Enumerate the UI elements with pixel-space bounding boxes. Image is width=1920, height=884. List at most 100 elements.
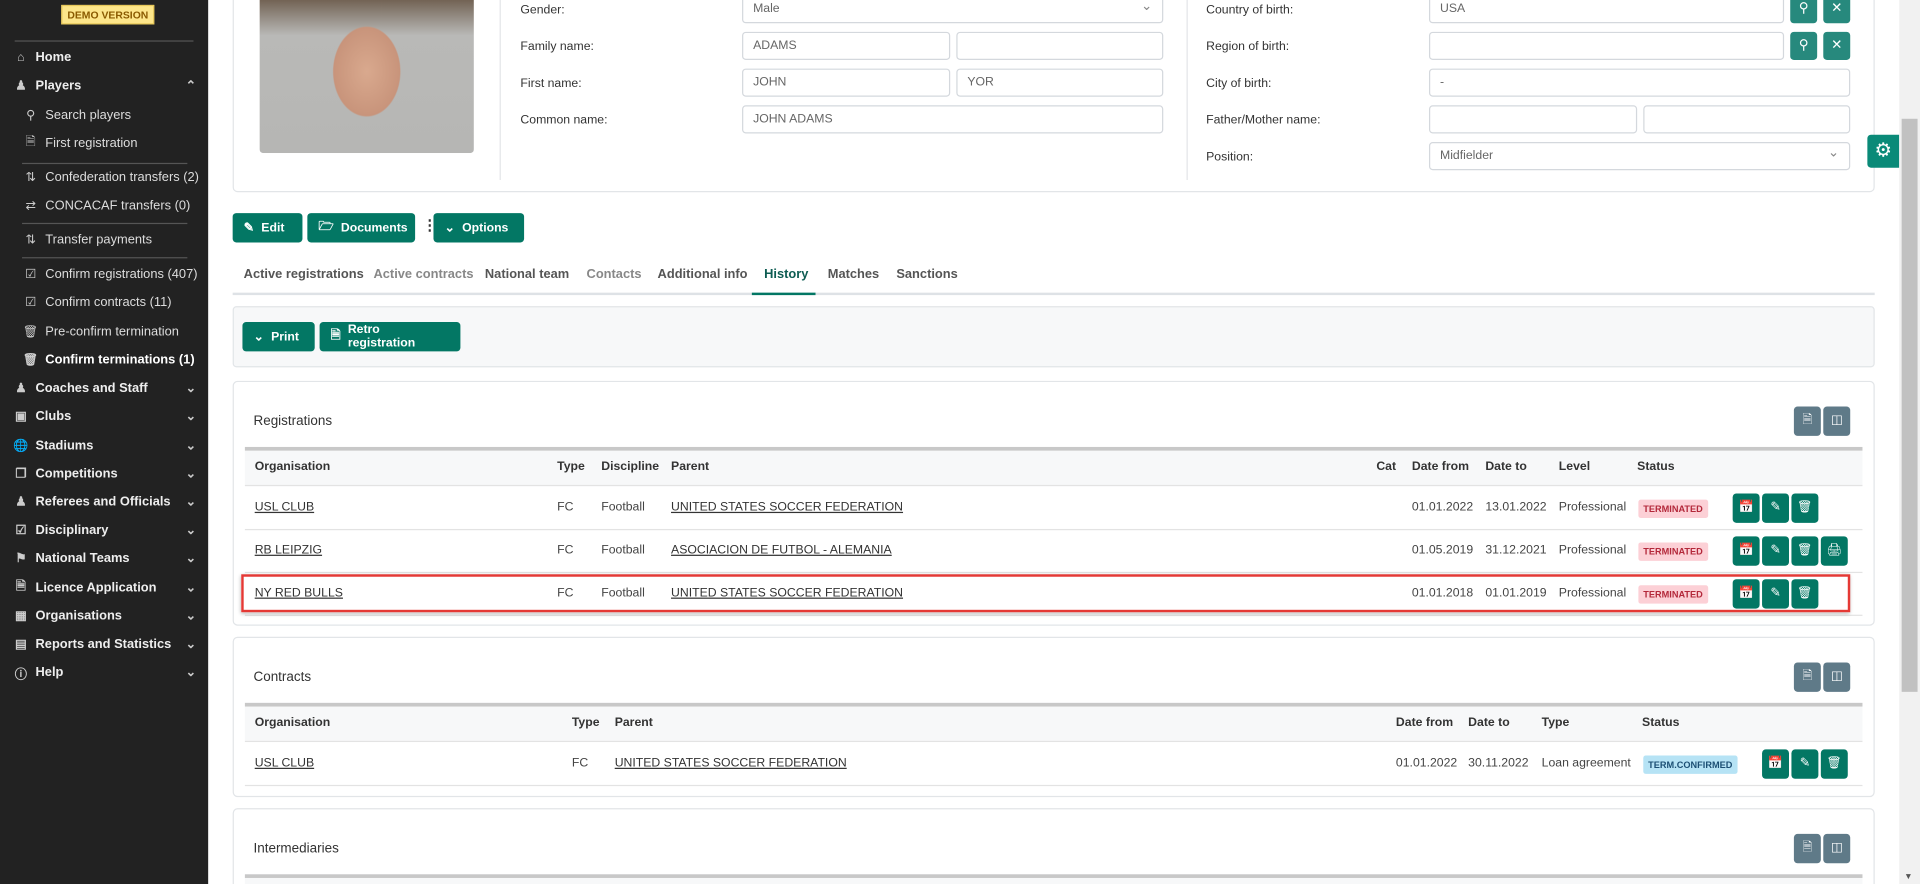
first-name-input[interactable]: JOHN [742,68,951,97]
sidebar-item-disciplinary[interactable]: ☑ Disciplinary ⌄ [0,518,208,542]
divider [22,222,188,225]
documents-button[interactable]: 🗁 Documents [307,213,416,243]
gender-label: Gender: [520,3,565,18]
divider [22,257,188,259]
org-link[interactable]: RB LEIPZIG [254,543,323,558]
delete-button[interactable]: 🗑 [1791,493,1819,523]
more-vertical-icon[interactable]: ⋮ [422,216,438,234]
parent-link[interactable]: UNITED STATES SOCCER FEDERATION [671,586,904,601]
checkbox-icon: ☑ [15,523,27,537]
edit-button[interactable]: ✎ [1762,536,1789,566]
sidebar-item-competitions[interactable]: ❐ Competitions ⌄ [0,462,208,486]
country-input[interactable]: USA [1428,0,1785,24]
cell-to: 01.01.2019 [1485,586,1547,601]
tab-additional-info[interactable]: Additional info [657,266,748,282]
sidebar-item-label: Pre-confirm termination [45,324,179,340]
sidebar-item-first-registration[interactable]: 🗎 First registration [0,131,208,155]
sidebar-item-concacaf-transfers-0[interactable]: ⇄ CONCACAF transfers (0) [0,193,208,217]
region-input[interactable] [1428,31,1785,61]
chart-icon: ▤ [15,637,27,651]
sidebar-item-licence-application[interactable]: 🗎 Licence Application ⌄ [0,576,208,600]
checkbox-icon: ☑ [25,295,37,310]
sidebar-item-clubs[interactable]: ▣ Clubs ⌄ [0,404,208,428]
org-link[interactable]: NY RED BULLS [254,586,343,601]
delete-button[interactable]: 🗑 [1820,749,1848,779]
tab-active-registrations[interactable]: Active registrations [243,266,364,282]
search-region-button[interactable]: ⚲ [1790,31,1818,61]
tab-sanctions[interactable]: Sanctions [896,266,958,282]
tab-national-team[interactable]: National team [484,266,570,282]
clear-region-button[interactable]: ✕ [1823,31,1851,61]
org-link[interactable]: USL CLUB [254,756,315,771]
clear-country-button[interactable]: ✕ [1823,0,1851,24]
parent-link[interactable]: UNITED STATES SOCCER FEDERATION [671,500,904,515]
sidebar-item-confirm-registrations-407[interactable]: ☑ Confirm registrations (407) [0,262,208,286]
columns-button[interactable]: ◫ [1823,662,1851,692]
calendar-button[interactable]: 📅 [1732,579,1760,609]
export-excel-button[interactable]: 🗎 [1793,833,1821,864]
sidebar-item-organisations[interactable]: ▦ Organisations ⌄ [0,604,208,628]
print-button[interactable]: 🖨 [1820,536,1848,566]
export-excel-button[interactable]: 🗎 [1793,662,1821,692]
edit-button[interactable]: ✎ Edit [232,213,303,243]
city-label: City of birth: [1206,77,1272,91]
family-name-input[interactable]: ADAMS [742,31,951,61]
calendar-button[interactable]: 📅 [1732,536,1760,566]
city-input[interactable]: - [1428,68,1851,97]
row-divider [244,784,1863,787]
row-divider [244,528,1863,531]
common-name-input[interactable]: JOHN ADAMS [742,105,1164,134]
tab-contacts[interactable]: Contacts [586,266,642,282]
family-name-2-input[interactable] [956,31,1164,61]
delete-button[interactable]: 🗑 [1791,579,1819,609]
sidebar-item-stadiums[interactable]: 🌐 Stadiums ⌄ [0,433,208,457]
sidebar-item-players[interactable]: ♟ Players ⌃ [0,73,208,97]
sidebar-item-confederation-transfers-2[interactable]: ⇅ Confederation transfers (2) [0,165,208,189]
column-header-discipline: Discipline [601,460,660,474]
sidebar-item-confirm-contracts-11[interactable]: ☑ Confirm contracts (11) [0,290,208,314]
sidebar-item-label: Stadiums [35,438,94,454]
calendar-button[interactable]: 📅 [1762,749,1789,779]
scrollbar[interactable]: ▼ [1899,0,1920,884]
calendar-button[interactable]: 📅 [1732,493,1760,523]
history-toolbar [232,306,1875,368]
sidebar-item-referees-and-officials[interactable]: ♟ Referees and Officials ⌄ [0,490,208,514]
org-link[interactable]: USL CLUB [254,500,315,515]
position-select[interactable]: Midfielder [1428,142,1851,171]
columns-button[interactable]: ◫ [1823,406,1851,436]
scrollbar-thumb[interactable] [1901,118,1918,692]
retro-registration-button[interactable]: 🗎 Retro registration [319,322,461,352]
edit-button[interactable]: ✎ [1791,749,1819,779]
print-button[interactable]: ⌄ Print [242,322,315,352]
edit-button[interactable]: ✎ [1762,579,1789,609]
sidebar-item-help[interactable]: ⓘ Help ⌄ [0,660,208,684]
tab-matches[interactable]: Matches [827,266,880,282]
first-name-2-input[interactable]: YOR [956,68,1164,97]
parent-link[interactable]: UNITED STATES SOCCER FEDERATION [614,756,847,771]
delete-button[interactable]: 🗑 [1791,536,1819,566]
sidebar-item-national-teams[interactable]: ⚑ National Teams ⌄ [0,546,208,570]
sidebar-item-transfer-payments[interactable]: ⇅ Transfer payments [0,228,208,252]
father-name-input[interactable] [1428,105,1638,134]
scroll-down-arrow-icon[interactable]: ▼ [1904,873,1913,882]
tab-active-contracts[interactable]: Active contracts [373,266,474,282]
sidebar-item-pre-confirm-termination[interactable]: 🗑 Pre-confirm termination [0,320,208,344]
sidebar-item-coaches-and-staff[interactable]: ♟ Coaches and Staff ⌄ [0,376,208,400]
sidebar-item-reports-and-statistics[interactable]: ▤ Reports and Statistics ⌄ [0,632,208,656]
sidebar-item-confirm-terminations-1[interactable]: 🗑 Confirm terminations (1) [0,348,208,372]
parent-link[interactable]: ASOCIACION DE FUTBOL - ALEMANIA [671,543,892,558]
sidebar-item-search-players[interactable]: ⚲ Search players [0,103,208,127]
columns-button[interactable]: ◫ [1823,833,1851,864]
search-country-button[interactable]: ⚲ [1790,0,1818,24]
sidebar-item-home[interactable]: ⌂ Home [0,45,208,69]
export-excel-button[interactable]: 🗎 [1793,406,1821,436]
tab-history[interactable]: History [764,266,809,282]
settings-gear-button[interactable]: ⚙ [1867,134,1900,168]
home-icon: ⌂ [17,50,25,65]
mother-name-input[interactable] [1643,105,1851,134]
gender-select[interactable]: Male [742,0,1164,24]
options-button[interactable]: ⌄ Options [433,213,525,243]
cell-discipline: Football [601,500,645,515]
common-name-label: Common name: [520,113,608,128]
edit-button[interactable]: ✎ [1762,493,1789,523]
